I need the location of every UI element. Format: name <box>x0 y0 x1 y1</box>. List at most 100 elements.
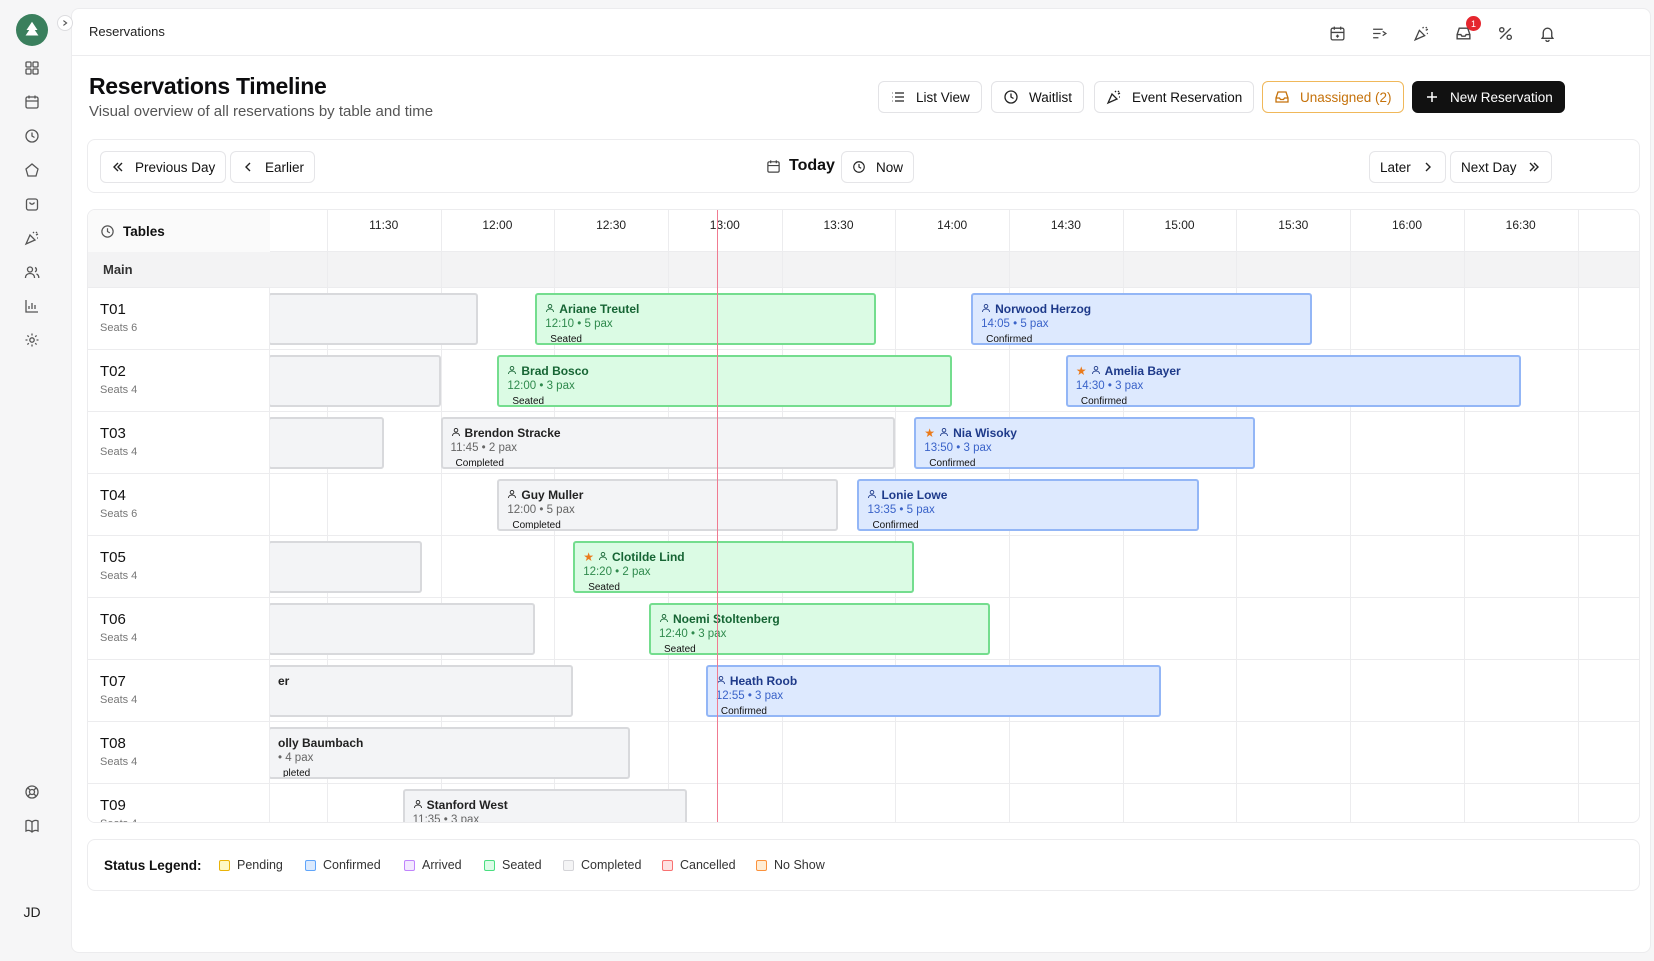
reservation-time-party: 14:30 • 3 pax <box>1075 380 1144 392</box>
docs-nav-icon[interactable] <box>22 816 42 836</box>
reservation-guest: Heath Roob <box>716 674 797 688</box>
table-label[interactable]: T07 Seats 4 <box>88 660 270 721</box>
vip-star-icon: ★ <box>924 426 936 440</box>
grid-line <box>1463 210 1465 822</box>
now-label: Now <box>876 159 904 175</box>
event-reservation-button[interactable]: Event Reservation <box>1094 81 1255 113</box>
new-reservation-button[interactable]: New Reservation <box>1412 81 1565 113</box>
legend-swatch <box>484 859 495 871</box>
chevron-left-icon <box>245 162 251 172</box>
user-avatar[interactable]: JD <box>23 904 41 920</box>
reservation-block[interactable]: Heath Roob 12:55 • 3 pax Confirmed <box>705 665 1161 717</box>
now-button[interactable]: Now <box>841 151 915 183</box>
reservation-block[interactable]: Guy Muller 12:00 • 5 pax Completed <box>497 479 839 531</box>
legend-label: Confirmed <box>323 858 381 872</box>
main-panel: Reservations 1 Reservations Timeline Vis… <box>71 8 1651 953</box>
plus-icon <box>1427 92 1437 102</box>
legend-swatch <box>219 859 230 871</box>
reservation-block[interactable]: Noemi Stoltenberg 12:40 • 3 pax Seated <box>649 603 991 655</box>
table-label[interactable]: T03 Seats 4 <box>88 412 270 473</box>
percent-icon[interactable] <box>1495 23 1515 43</box>
unassigned-button[interactable]: Unassigned (2) <box>1262 81 1404 113</box>
table-name: T09 <box>100 797 126 814</box>
time-label: 11:30 <box>369 218 399 232</box>
reports-nav-icon[interactable] <box>22 296 42 316</box>
page-title: Reservations Timeline <box>89 73 327 99</box>
reservation-time-party: 13:35 • 5 pax <box>867 504 935 516</box>
next-day-button[interactable]: Next Day <box>1450 151 1552 183</box>
reservation-block[interactable]: ★ Amelia Bayer 14:30 • 3 pax Confirmed <box>1065 355 1521 407</box>
table-row: T03 Seats 4 <box>88 412 1639 474</box>
table-label[interactable]: T06 Seats 4 <box>88 598 270 659</box>
legend-swatch <box>563 859 574 871</box>
person-icon <box>659 612 669 626</box>
reservation-block[interactable]: Norwood Herzog 14:05 • 5 pax Confirmed <box>971 293 1313 345</box>
expand-sidebar-button[interactable] <box>57 15 73 31</box>
reservation-block[interactable] <box>268 541 422 593</box>
reservation-block[interactable]: Lonie Lowe 13:35 • 5 pax Confirmed <box>857 479 1199 531</box>
reservation-block[interactable]: Ariane Treutel 12:10 • 5 pax Seated <box>535 293 877 345</box>
timeline-header: Tables 11:30 12:00 12:30 13:00 13:30 14:00 14:… <box>88 210 1639 252</box>
reservation-block[interactable]: ★ Nia Wisoky 13:50 • 3 pax Confirmed <box>914 417 1256 469</box>
bell-icon[interactable] <box>1537 23 1557 43</box>
later-button[interactable]: Later <box>1369 151 1446 183</box>
settings-nav-icon[interactable] <box>22 330 42 350</box>
calendar-nav-icon[interactable] <box>22 92 42 112</box>
legend-title: Status Legend: <box>104 858 202 873</box>
reservation-block[interactable]: Stanford West 11:35 • 3 pax <box>402 789 687 822</box>
dashboard-nav-icon[interactable] <box>22 58 42 78</box>
orders-nav-icon[interactable] <box>22 194 42 214</box>
page-subtitle: Visual overview of all reservations by t… <box>89 103 434 120</box>
reservation-block[interactable] <box>268 603 536 655</box>
reservation-block[interactable]: Brad Bosco 12:00 • 3 pax Seated <box>497 355 953 407</box>
previous-day-button[interactable]: Previous Day <box>100 151 227 183</box>
reservation-block[interactable]: Brendon Stracke 11:45 • 2 pax Completed <box>440 417 896 469</box>
reservation-guest: ★ Nia Wisoky <box>924 426 1017 440</box>
reservation-status: Completed <box>455 458 504 469</box>
events-nav-icon[interactable] <box>22 228 42 248</box>
reservation-block[interactable] <box>268 293 479 345</box>
reservation-timeline[interactable]: Tables 11:30 12:00 12:30 13:00 13:30 14:00 14:… <box>87 209 1640 823</box>
support-nav-icon[interactable] <box>22 782 42 802</box>
app-logo[interactable] <box>16 14 48 46</box>
today-button[interactable]: Today <box>766 157 835 175</box>
calendar-add-icon[interactable] <box>1327 23 1347 43</box>
waitlist-button[interactable]: Waitlist <box>991 81 1084 113</box>
reservation-time-party: 12:10 • 5 pax <box>545 318 613 330</box>
table-label[interactable]: T09 Seats 4 <box>88 784 270 822</box>
person-icon <box>507 488 517 502</box>
inbox-icon[interactable]: 1 <box>1453 16 1481 43</box>
reservation-status: Seated <box>588 582 620 593</box>
table-label[interactable]: T01 Seats 6 <box>88 288 270 349</box>
table-name: T07 <box>100 673 126 690</box>
clock-nav-icon[interactable] <box>22 126 42 146</box>
reservation-block[interactable]: er <box>268 665 574 717</box>
person-icon <box>867 488 877 502</box>
list-view-button[interactable]: List View <box>878 81 982 113</box>
table-label[interactable]: T02 Seats 4 <box>88 350 270 411</box>
reservation-guest: Ariane Treutel <box>545 302 639 316</box>
reservation-status: Confirmed <box>872 520 919 531</box>
person-icon <box>598 550 608 564</box>
table-label[interactable]: T05 Seats 4 <box>88 536 270 597</box>
legend-item: Seated <box>484 858 542 872</box>
reservation-status: Seated <box>664 644 696 655</box>
time-label: 16:30 <box>1505 218 1536 232</box>
reservation-status: pleted <box>283 768 311 779</box>
reservation-status: Confirmed <box>929 458 976 469</box>
floorplan-nav-icon[interactable] <box>22 160 42 180</box>
legend-item: Pending <box>219 858 283 872</box>
legend-item: Cancelled <box>662 858 736 872</box>
table-label[interactable]: T04 Seats 6 <box>88 474 270 535</box>
table-label[interactable]: T08 Seats 4 <box>88 722 270 783</box>
party-icon[interactable] <box>1411 23 1431 43</box>
person-icon <box>545 302 555 316</box>
reservation-block[interactable] <box>268 417 384 469</box>
queue-icon[interactable] <box>1369 23 1389 43</box>
reservation-block[interactable] <box>268 355 441 407</box>
reservation-block[interactable]: olly Baumbach • 4 pax pleted <box>268 727 631 779</box>
guests-nav-icon[interactable] <box>22 262 42 282</box>
earlier-button[interactable]: Earlier <box>230 151 316 183</box>
reservation-time-party: 12:00 • 3 pax <box>507 380 575 392</box>
reservation-block[interactable]: ★ Clotilde Lind 12:20 • 2 pax Seated <box>573 541 915 593</box>
